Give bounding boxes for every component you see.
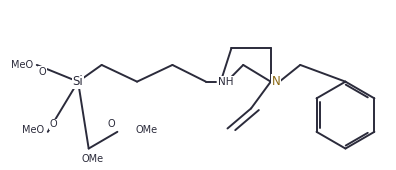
Text: OMe: OMe [135,125,157,135]
Text: O: O [108,119,115,129]
Text: NH: NH [218,77,233,87]
Text: N: N [272,75,281,88]
Text: O: O [39,67,46,77]
Text: Si: Si [73,75,84,88]
Text: O: O [50,119,57,129]
Text: MeO: MeO [22,125,44,135]
Text: OMe: OMe [82,154,104,164]
Text: MeO: MeO [11,60,33,70]
